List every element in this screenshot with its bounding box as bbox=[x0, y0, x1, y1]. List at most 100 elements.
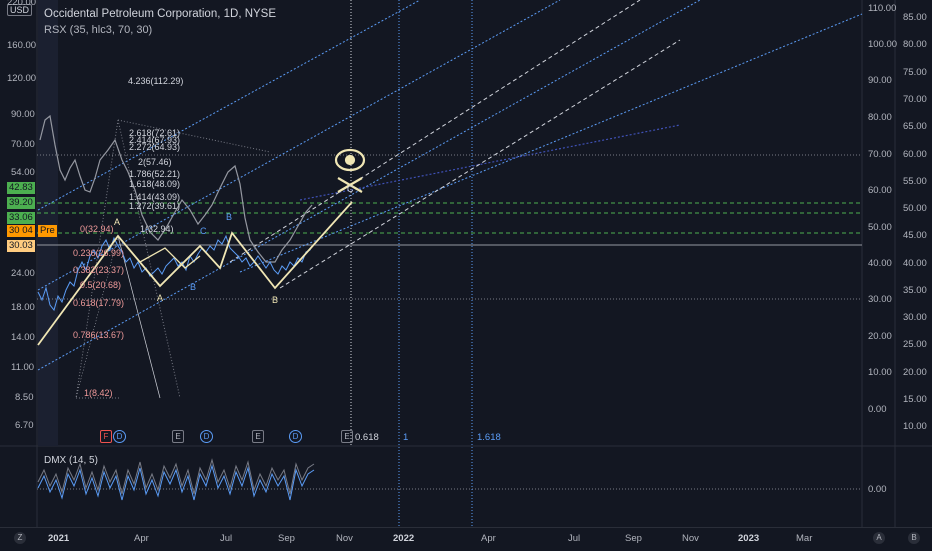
fib-time-ratio: 0.618 bbox=[355, 432, 379, 443]
time-axis-tick: Sep bbox=[625, 533, 642, 544]
dividend-icon[interactable]: D bbox=[200, 430, 213, 443]
right-axis-tick: 60.00 bbox=[903, 149, 927, 160]
time-axis-tick: Apr bbox=[481, 533, 496, 544]
eye-logo-icon bbox=[334, 148, 366, 193]
right-axis-tick: 70.00 bbox=[903, 94, 927, 105]
left-axis-tick: 24.00 bbox=[11, 268, 35, 279]
indicator-axis-tick: 50.00 bbox=[868, 222, 892, 233]
wave-label: C bbox=[200, 226, 207, 236]
left-axis-tick: 14.00 bbox=[11, 332, 35, 343]
dmx-legend[interactable]: DMX (14, 5) bbox=[44, 455, 98, 466]
indicator-axis-tick: 90.00 bbox=[868, 75, 892, 86]
time-axis-tick: Apr bbox=[134, 533, 149, 544]
right-axis-tick: 50.00 bbox=[903, 203, 927, 214]
fib-retrace-label[interactable]: 0.382(23.37) bbox=[73, 265, 125, 275]
indicator-axis-tick: 40.00 bbox=[868, 258, 892, 269]
fib-label[interactable]: 2.414(67.93) bbox=[129, 135, 181, 145]
indicator-axis-tick: 70.00 bbox=[868, 149, 892, 160]
wave-label: B bbox=[190, 282, 197, 292]
scale-a-button[interactable]: A bbox=[873, 532, 885, 544]
fib-retrace-label[interactable]: 0.236(26.99) bbox=[73, 248, 125, 258]
right-axis-tick: 15.00 bbox=[903, 394, 927, 405]
earnings-icon[interactable]: E bbox=[252, 430, 264, 443]
fib-label[interactable]: 1.786(52.21) bbox=[129, 169, 181, 179]
level-tag-green: 33.06 bbox=[7, 212, 35, 224]
indicator-axis-tick: 80.00 bbox=[868, 112, 892, 123]
right-axis-tick: 55.00 bbox=[903, 176, 927, 187]
wave-label: A bbox=[157, 293, 164, 303]
right-axis-tick: 10.00 bbox=[903, 421, 927, 432]
timezone-button[interactable]: Z bbox=[14, 532, 26, 544]
indicator-legend[interactable]: RSX (35, hlc3, 70, 30) bbox=[44, 24, 153, 36]
fib-label[interactable]: 2.618(72.61) bbox=[129, 128, 181, 138]
right-axis-tick: 25.00 bbox=[903, 339, 927, 350]
left-axis-tick: 160.00 bbox=[7, 40, 37, 51]
indicator-axis-tick: 100.00 bbox=[868, 39, 898, 50]
left-axis-tick: 18.00 bbox=[11, 302, 35, 313]
right-axis-tick: 30.00 bbox=[903, 312, 927, 323]
fib-retrace-label[interactable]: 1(8.42) bbox=[84, 388, 113, 398]
premarket-price-tag: 30 04 bbox=[7, 225, 35, 237]
indicator-axis-tick: 0.00 bbox=[868, 404, 887, 415]
earnings-icon[interactable]: E bbox=[341, 430, 353, 443]
left-axis-tick: 8.50 bbox=[15, 392, 34, 403]
left-axis-tick: 220.00 bbox=[7, 0, 37, 8]
fib-label[interactable]: 1.618(48.09) bbox=[129, 179, 181, 189]
last-price-tag: 30.03 bbox=[7, 240, 35, 252]
dmx-axis-tick: 0.00 bbox=[868, 484, 887, 495]
indicator-axis-tick: 110.00 bbox=[868, 3, 897, 14]
wave-label: B bbox=[272, 295, 279, 305]
right-axis-tick: 75.00 bbox=[903, 67, 927, 78]
indicator-axis-tick: 10.00 bbox=[868, 367, 892, 378]
indicator-axis-tick: 60.00 bbox=[868, 185, 892, 196]
symbol-title[interactable]: Occidental Petroleum Corporation, 1D, NY… bbox=[44, 8, 277, 20]
fib-label[interactable]: 1.272(39.61) bbox=[129, 201, 181, 211]
left-axis-tick: 120.00 bbox=[7, 73, 37, 84]
time-axis-tick: Nov bbox=[682, 533, 699, 544]
right-axis-tick: 35.00 bbox=[903, 285, 927, 296]
time-axis[interactable] bbox=[0, 527, 932, 551]
earnings-flag-icon[interactable]: F bbox=[100, 430, 112, 443]
time-axis-tick: Jul bbox=[220, 533, 233, 544]
dividend-icon[interactable]: D bbox=[289, 430, 302, 443]
fib-time-ratio: 1.618 bbox=[477, 432, 501, 443]
left-axis-tick: 54.00 bbox=[11, 167, 35, 178]
right-axis-tick: 65.00 bbox=[903, 121, 927, 132]
fib-retrace-label[interactable]: 0.618(17.79) bbox=[73, 298, 125, 308]
fib-retrace-label[interactable]: 0(32.94) bbox=[80, 224, 114, 234]
fib-retrace-label[interactable]: 0.5(20.68) bbox=[80, 280, 122, 290]
level-tag-green: 42.83 bbox=[7, 182, 35, 194]
fib-label[interactable]: 1(32.94) bbox=[140, 224, 174, 234]
fib-label[interactable]: 2.272(64.93) bbox=[129, 142, 181, 152]
indicator-axis-tick: 30.00 bbox=[868, 294, 892, 305]
fib-label[interactable]: 2(57.46) bbox=[138, 157, 172, 167]
scale-b-button[interactable]: B bbox=[908, 532, 920, 544]
premarket-badge: Pre bbox=[38, 225, 57, 237]
left-axis-tick: 6.70 bbox=[15, 420, 34, 431]
time-axis-tick: Jul bbox=[568, 533, 581, 544]
time-axis-tick: Sep bbox=[278, 533, 295, 544]
wave-label: B bbox=[226, 212, 233, 222]
time-axis-tick: 2021 bbox=[48, 533, 70, 544]
time-axis-tick: Nov bbox=[336, 533, 353, 544]
fib-label[interactable]: 4.236(112.29) bbox=[128, 76, 184, 86]
wave-label: C bbox=[347, 184, 354, 194]
right-axis-tick: 80.00 bbox=[903, 39, 927, 50]
currency-badge[interactable]: USD bbox=[7, 4, 33, 16]
right-axis-tick: 40.00 bbox=[903, 258, 927, 269]
level-tag-green: 39.20 bbox=[7, 197, 35, 209]
time-axis-tick: 2023 bbox=[738, 533, 760, 544]
left-axis-tick: 90.00 bbox=[11, 109, 35, 120]
time-axis-tick: Mar bbox=[796, 533, 813, 544]
indicator-axis-tick: 20.00 bbox=[868, 331, 892, 342]
fib-time-ratio: 1 bbox=[403, 432, 409, 443]
right-axis-tick: 85.00 bbox=[903, 12, 927, 23]
left-axis-tick: 11.00 bbox=[11, 362, 35, 373]
right-axis-tick: 45.00 bbox=[903, 230, 927, 241]
right-axis-tick: 20.00 bbox=[903, 367, 927, 378]
dividend-icon[interactable]: D bbox=[113, 430, 126, 443]
fib-label[interactable]: 1.414(43.09) bbox=[129, 192, 181, 202]
fib-retrace-label[interactable]: 0.786(13.67) bbox=[73, 330, 125, 340]
earnings-icon[interactable]: E bbox=[172, 430, 184, 443]
